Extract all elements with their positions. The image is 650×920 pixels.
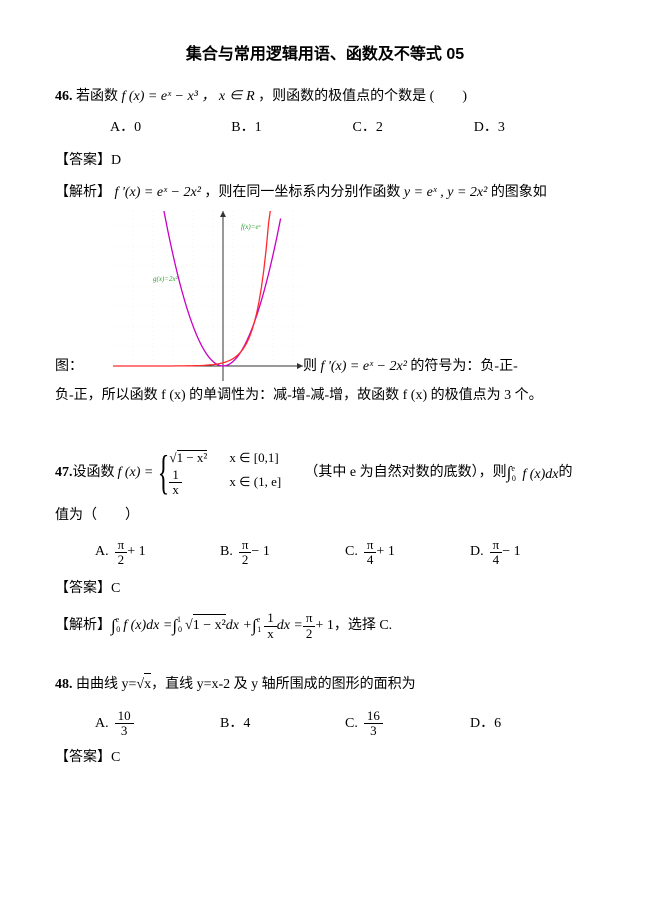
q47-answer: 【答案】C xyxy=(55,576,595,603)
analysis-label: 【解析】 xyxy=(55,185,111,200)
analysis-label: 【解析】 xyxy=(55,613,111,640)
q48-options: A. 103 B．4 C. 163 D．6 xyxy=(55,709,595,739)
q46-analysis3: y = eˣ , y = 2x² xyxy=(404,185,487,200)
q48-stem: 48. 由曲线 y=√x，直线 y=x-2 及 y 轴所围成的图形的面积为 xyxy=(55,672,595,699)
q47-stem: 47. 设函数 f (x) = { √1 − x² x ∈ [0,1] 1 x … xyxy=(55,449,595,497)
q47-stem2: （其中 e 为自然对数的底数），则 xyxy=(304,460,506,487)
q46-formula1: f (x) = eˣ − x³ ， x ∈ R xyxy=(122,89,255,104)
pw2-frac: 1 x xyxy=(169,468,182,498)
brace-icon: { xyxy=(158,449,170,497)
q46-analysis4: 的图象如 xyxy=(491,185,547,200)
q46-answer: 【答案】D xyxy=(55,148,595,175)
q46-analysis-line2: 负-正，所以函数 f (x) 的单调性为：减-增-减-增，故函数 f (x) 的… xyxy=(55,383,595,410)
q47-options: A. π2 + 1 B. π2 − 1 C. π4 + 1 D. π4 − 1 xyxy=(55,538,595,568)
chart-suffix-a: 则 xyxy=(303,359,317,374)
q46-stem2: ，则函数的极值点的个数是 ( ) xyxy=(258,89,467,104)
svg-text:f(x)=eˣ: f(x)=eˣ xyxy=(241,223,262,231)
piecewise: √1 − x² x ∈ [0,1] 1 x x ∈ (1, e] xyxy=(169,449,304,497)
q47-opt-c: C. π4 + 1 xyxy=(345,538,470,568)
q46-opt-b: B．1 xyxy=(231,115,352,142)
answer-label: 【答案】 xyxy=(55,581,111,596)
answer-label: 【答案】 xyxy=(55,153,111,168)
q47-opt-b: B. π2 − 1 xyxy=(220,538,345,568)
chart-suffix-c: 的符号为：负-正- xyxy=(410,359,517,374)
q47-number: 47. xyxy=(55,460,73,487)
q48-opt-b: B．4 xyxy=(220,711,345,738)
q48-sqrt: √x xyxy=(136,672,151,699)
q47-func-name: f (x) = xyxy=(118,460,154,487)
q48-opt-d: D．6 xyxy=(470,711,595,738)
q46-opt-d: D．3 xyxy=(474,115,595,142)
q46-options: A．0 B．1 C．2 D．3 xyxy=(55,115,595,142)
q46-analysis-line1: 【解析】 f '(x) = eˣ − 2x² ，则在同一坐标系内分别作函数 y … xyxy=(55,180,595,207)
q46-number: 46. xyxy=(55,89,73,104)
q48-stem1: 由曲线 y= xyxy=(76,677,136,692)
q47-line2: 值为（ ） xyxy=(55,503,595,530)
q47-answer-value: C xyxy=(111,581,120,596)
q47-stem3: 的 xyxy=(559,460,573,487)
chart-row: 图： f(x)=eˣ g(x)=2x² 则 f '(x) = eˣ − 2x² 的… xyxy=(55,211,595,381)
q46-stem1: 若函数 xyxy=(76,89,118,104)
pw2-cond: x ∈ (1, e] xyxy=(229,473,304,491)
pw1-cond: x ∈ [0,1] xyxy=(229,449,304,467)
q46-analysis1: f '(x) = eˣ − 2x² xyxy=(115,185,201,200)
q47-opt-a: A. π2 + 1 xyxy=(95,538,220,568)
q46-opt-c: C．2 xyxy=(353,115,474,142)
answer-label: 【答案】 xyxy=(55,750,111,765)
q46-stem: 46. 若函数 f (x) = eˣ − x³ ， x ∈ R ，则函数的极值点… xyxy=(55,84,595,111)
q46-opt-a: A．0 xyxy=(110,115,231,142)
chart-suffix-b: f '(x) = eˣ − 2x² xyxy=(321,359,407,374)
svg-text:g(x)=2x²: g(x)=2x² xyxy=(153,275,179,283)
q48-opt-a: A. 103 xyxy=(95,709,220,739)
q48-stem2: ，直线 y=x-2 及 y 轴所围成的图形的面积为 xyxy=(151,677,416,692)
q46-answer-value: D xyxy=(111,153,121,168)
function-chart: f(x)=eˣ g(x)=2x² xyxy=(113,211,303,381)
page-title: 集合与常用逻辑用语、函数及不等式 05 xyxy=(55,40,595,70)
q48-number: 48. xyxy=(55,677,73,692)
q46-analysis2: ，则在同一坐标系内分别作函数 xyxy=(204,185,400,200)
q48-opt-c: C. 163 xyxy=(345,709,470,739)
q47-opt-d: D. π4 − 1 xyxy=(470,538,595,568)
pw1-sqrt: √1 − x² xyxy=(169,449,207,467)
q48-answer-value: C xyxy=(111,750,120,765)
q47-integral: ∫e0 f (x)dx xyxy=(507,457,559,489)
q48-answer: 【答案】C xyxy=(55,745,595,772)
q47-stem1: 设函数 xyxy=(73,460,115,487)
chart-prefix: 图： xyxy=(55,354,83,381)
q47-analysis: 【解析】 ∫e0 f (x)dx = ∫10 √1 − x² dx + ∫e1 … xyxy=(55,610,595,642)
chart-suffix: 则 f '(x) = eˣ − 2x² 的符号为：负-正- xyxy=(303,354,595,381)
chart-svg: f(x)=eˣ g(x)=2x² xyxy=(113,211,303,381)
